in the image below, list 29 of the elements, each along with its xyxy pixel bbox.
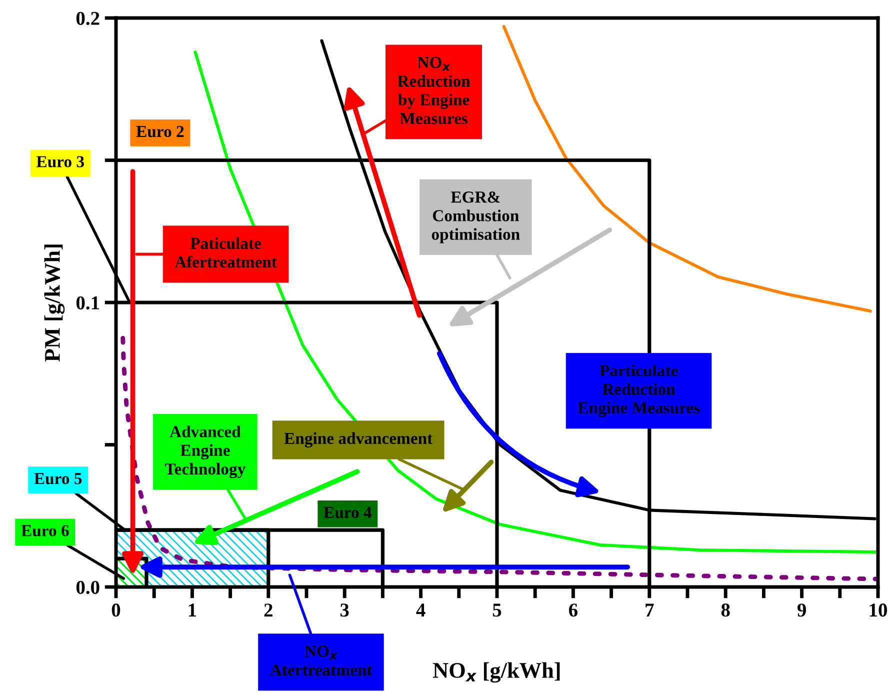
text: NO$_{x}$ Atertreatment — [270, 646, 372, 676]
annotation: NO$_{x}$ Reduction by Engine Measures — [397, 56, 470, 124]
x-tick-label: 10 — [870, 604, 887, 617]
annotation: Engine advancement — [284, 432, 433, 448]
x-tick-label: 3 — [340, 604, 349, 617]
x-tick-label: 4 — [416, 604, 426, 616]
x-tick-label: 2 — [264, 604, 272, 616]
x-tick-label: 8 — [721, 604, 730, 617]
annotation: Particulate Reduction Engine Measures — [578, 364, 700, 417]
y-tick-label: 0.1 — [76, 296, 100, 310]
y-tick-label: 0.2 — [76, 12, 100, 26]
x-tick-label: 0 — [112, 604, 120, 617]
x-tick-label: 5 — [492, 604, 502, 617]
x-tick-label: 1 — [188, 604, 196, 616]
x-tick-label: 7 — [646, 604, 654, 616]
series-label: Euro 2 — [136, 126, 184, 138]
text: Euro 3 — [36, 156, 84, 168]
x-tick-label: 9 — [797, 604, 806, 617]
series-label: Euro 4 — [324, 506, 372, 518]
text: Euro 5 — [34, 473, 82, 484]
annotation: Advanced Engine Technology — [164, 426, 246, 478]
y-axis-title: PM [g/kWh] — [44, 244, 65, 362]
text: Euro 6 — [21, 525, 69, 536]
annotation: EGR& Combustion optimisation — [432, 191, 520, 244]
annotation: Paticulate Afertreatment — [174, 237, 277, 268]
x-axis-title: NO$_{x}$ [g/kWh] — [432, 662, 560, 683]
line-series — [120, 336, 878, 582]
x-tick-label: 6 — [569, 604, 578, 617]
y-tick-label: 0.0 — [76, 580, 100, 594]
